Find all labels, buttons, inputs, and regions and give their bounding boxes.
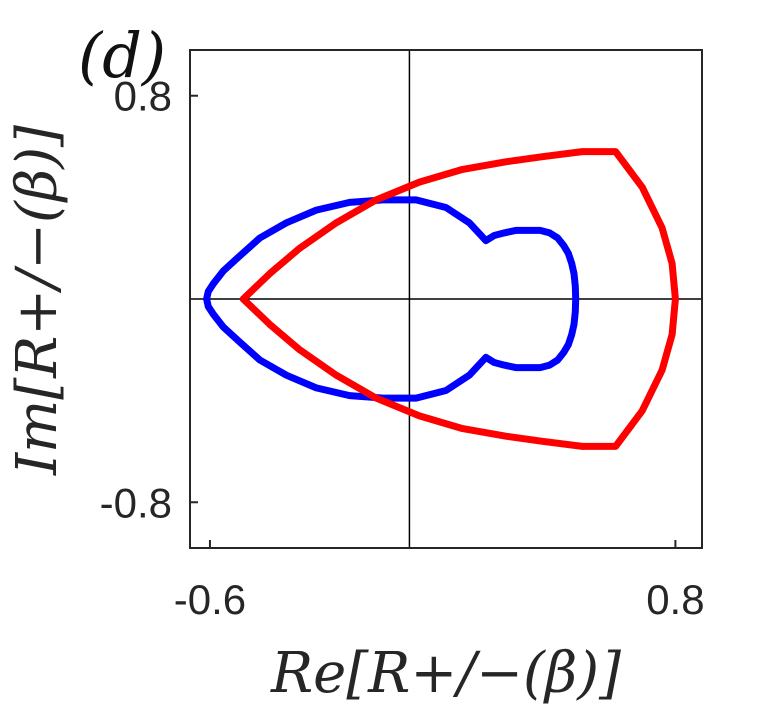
ticks-layer: -0.6 0.8 -0.8 0.8 [100,73,705,623]
y-axis-label: Im[R+/−(β)] [5,125,70,476]
series-layer [203,148,679,450]
x-tick-label: 0.8 [646,576,704,623]
plot-frame [189,49,703,549]
y-tick-label: 0.8 [114,73,172,120]
series-line-1 [239,148,679,450]
x-axis-label: Re[R+/−(β)] [270,641,621,706]
series-line-0 [203,196,580,402]
x-tick-label: -0.6 [174,576,246,623]
panel-label: (d) [78,19,166,92]
zero-lines [190,50,702,548]
y-tick-label: -0.8 [100,479,172,526]
